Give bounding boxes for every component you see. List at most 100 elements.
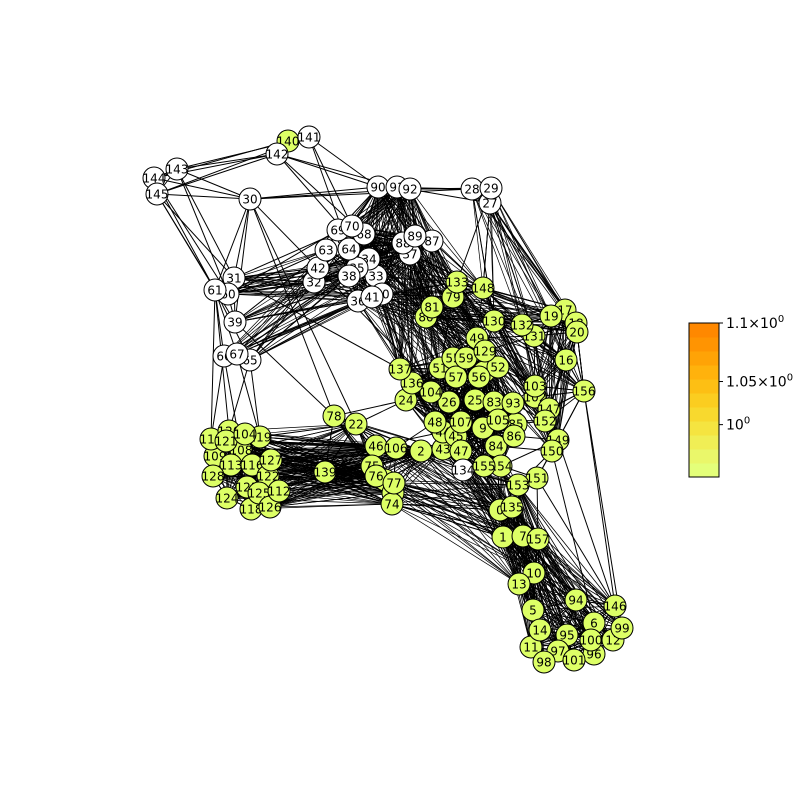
node-135: 135 xyxy=(500,495,524,519)
edge-27-132 xyxy=(489,202,523,326)
colorbar-tick-label: 1.05×100 xyxy=(726,373,793,391)
edge-30-39 xyxy=(234,198,251,323)
node-74: 74 xyxy=(380,492,404,516)
edge-65-119 xyxy=(249,359,261,438)
node-circle xyxy=(423,410,447,434)
edge-135-13 xyxy=(511,506,520,585)
node-circle xyxy=(145,182,169,206)
node-30: 30 xyxy=(238,187,262,211)
node-label: 1 xyxy=(499,531,507,545)
node-label: 150 xyxy=(541,445,564,459)
node-circle xyxy=(337,237,361,261)
node-label: 28 xyxy=(464,183,479,197)
node-circle xyxy=(360,285,384,309)
node-24: 24 xyxy=(394,388,418,412)
node-circle xyxy=(344,412,368,436)
edge-74-13 xyxy=(391,503,520,585)
colorbar-tick-base: 10 xyxy=(726,418,744,434)
edge-30-90 xyxy=(249,186,379,200)
edge-141-70 xyxy=(308,136,353,227)
node-86: 86 xyxy=(502,424,526,448)
node-112: 112 xyxy=(267,479,291,503)
node-label: 39 xyxy=(227,316,242,330)
node-14: 14 xyxy=(528,618,552,642)
node-label: 130 xyxy=(483,315,506,329)
node-label: 46 xyxy=(368,440,383,454)
edge-66-42 xyxy=(223,267,319,357)
node-99: 99 xyxy=(610,616,634,640)
edge-92-55 xyxy=(409,188,454,359)
node-circle xyxy=(539,304,563,328)
node-101: 101 xyxy=(562,648,586,672)
node-100: 100 xyxy=(579,628,603,652)
node-label: 105 xyxy=(487,414,510,428)
node-label: 121 xyxy=(215,435,238,449)
node-label: 107 xyxy=(450,416,473,430)
edge-128-71 xyxy=(212,475,386,481)
node-127: 127 xyxy=(259,448,283,472)
node-label: 14 xyxy=(532,624,547,638)
node-label: 83 xyxy=(486,396,501,410)
node-107: 107 xyxy=(449,410,473,434)
node-label: 146 xyxy=(604,600,627,614)
node-label: 29 xyxy=(483,182,498,196)
node-circle xyxy=(603,594,627,618)
node-label: 51 xyxy=(432,362,447,376)
node-103: 103 xyxy=(523,374,547,398)
node-circle xyxy=(506,473,530,497)
node-94: 94 xyxy=(564,588,588,612)
node-label: 127 xyxy=(260,454,283,468)
node-153: 153 xyxy=(506,473,530,497)
edge-39-32 xyxy=(234,281,315,323)
node-label: 132 xyxy=(511,319,534,333)
edge-36-51 xyxy=(357,300,441,369)
edge-72-13 xyxy=(392,492,520,585)
node-label: 137 xyxy=(389,363,412,377)
colorbar-band xyxy=(689,351,719,366)
edge-145-31 xyxy=(156,193,235,279)
node-48: 48 xyxy=(423,410,447,434)
node-label: 74 xyxy=(384,498,399,512)
node-46: 46 xyxy=(364,434,388,458)
edge-119-22 xyxy=(259,423,357,438)
node-circle xyxy=(449,410,473,434)
node-circle xyxy=(502,424,526,448)
node-circle xyxy=(486,355,510,379)
node-label: 113 xyxy=(220,459,243,473)
node-label: 153 xyxy=(507,479,530,493)
colorbar-frame xyxy=(688,322,720,478)
node-29: 29 xyxy=(479,176,503,200)
edge-31-63 xyxy=(233,249,327,279)
node-150: 150 xyxy=(540,439,564,463)
node-circle xyxy=(579,628,603,652)
edge-20-149 xyxy=(557,331,578,441)
node-label: 155 xyxy=(473,460,496,474)
edge-16-149 xyxy=(557,359,567,441)
node-circle xyxy=(610,616,634,640)
edge-77-153 xyxy=(393,482,519,486)
node-label: 92 xyxy=(402,183,417,197)
node-128: 128 xyxy=(201,464,225,488)
node-label: 106 xyxy=(385,442,408,456)
node-130: 130 xyxy=(482,309,506,333)
node-label: 30 xyxy=(242,193,257,207)
node-circle xyxy=(482,309,506,333)
node-78: 78 xyxy=(322,404,346,428)
colorbar-band xyxy=(689,337,719,352)
edge-127-22 xyxy=(270,423,357,461)
node-label: 94 xyxy=(568,594,583,608)
node-116: 116 xyxy=(240,453,264,477)
node-81: 81 xyxy=(420,295,444,319)
edge-60-42 xyxy=(227,267,319,295)
edge-67-119 xyxy=(236,353,261,438)
node-label: 26 xyxy=(441,396,456,410)
edge-60-38 xyxy=(227,275,350,295)
node-label: 10 xyxy=(526,567,541,581)
node-19: 19 xyxy=(539,304,563,328)
node-circle xyxy=(382,471,406,495)
node-104: 104 xyxy=(419,380,443,404)
node-circle xyxy=(337,264,361,288)
edge-2-10 xyxy=(420,450,535,574)
node-label: 77 xyxy=(386,477,401,491)
edge-61-110 xyxy=(210,289,216,440)
